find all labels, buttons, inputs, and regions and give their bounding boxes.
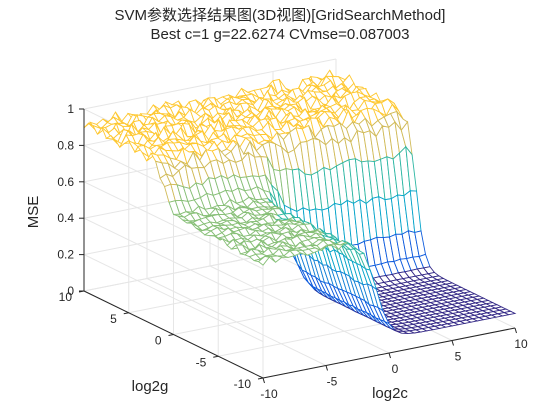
y-tick	[257, 377, 264, 380]
x-tick-label: 10	[514, 337, 528, 351]
surface-cell	[502, 310, 517, 316]
x-tick-label: -5	[327, 375, 338, 389]
x-axis-label: log2c	[372, 385, 408, 402]
z-axis-label: MSE	[25, 196, 42, 229]
y-tick-label: 5	[110, 312, 117, 326]
chart-subtitle: Best c=1 g=22.6274 CVmse=0.087003	[150, 26, 410, 43]
surface-mesh	[83, 69, 517, 335]
y-axis-label: log2g	[132, 378, 169, 395]
z-tick-label: 0.6	[57, 175, 74, 189]
z-tick-label: 1	[67, 102, 74, 116]
x-tick-label: 5	[455, 350, 462, 364]
y-tick	[168, 334, 174, 336]
y-tick-label: -5	[196, 355, 207, 369]
x-tick	[388, 352, 391, 359]
y-tick	[123, 312, 129, 315]
y-tick-label: -10	[234, 377, 252, 391]
x-tick-label: 0	[392, 362, 399, 376]
y-tick-label: 10	[59, 290, 73, 304]
z-tick-label: 0.4	[57, 211, 74, 225]
z-tick-label: 0.8	[57, 138, 74, 152]
x-tick	[262, 377, 265, 384]
chart-title: SVM参数选择结果图(3D视图)[GridSearchMethod]	[114, 7, 446, 24]
z-tick-label: 0.2	[57, 248, 74, 262]
x-tick	[325, 365, 328, 371]
x-tick	[451, 340, 454, 346]
x-tick	[514, 327, 517, 334]
x-tick-label: -10	[260, 387, 278, 401]
y-tick	[213, 355, 219, 358]
z-tick-label: 0	[67, 284, 74, 298]
y-tick-label: 0	[155, 334, 162, 348]
